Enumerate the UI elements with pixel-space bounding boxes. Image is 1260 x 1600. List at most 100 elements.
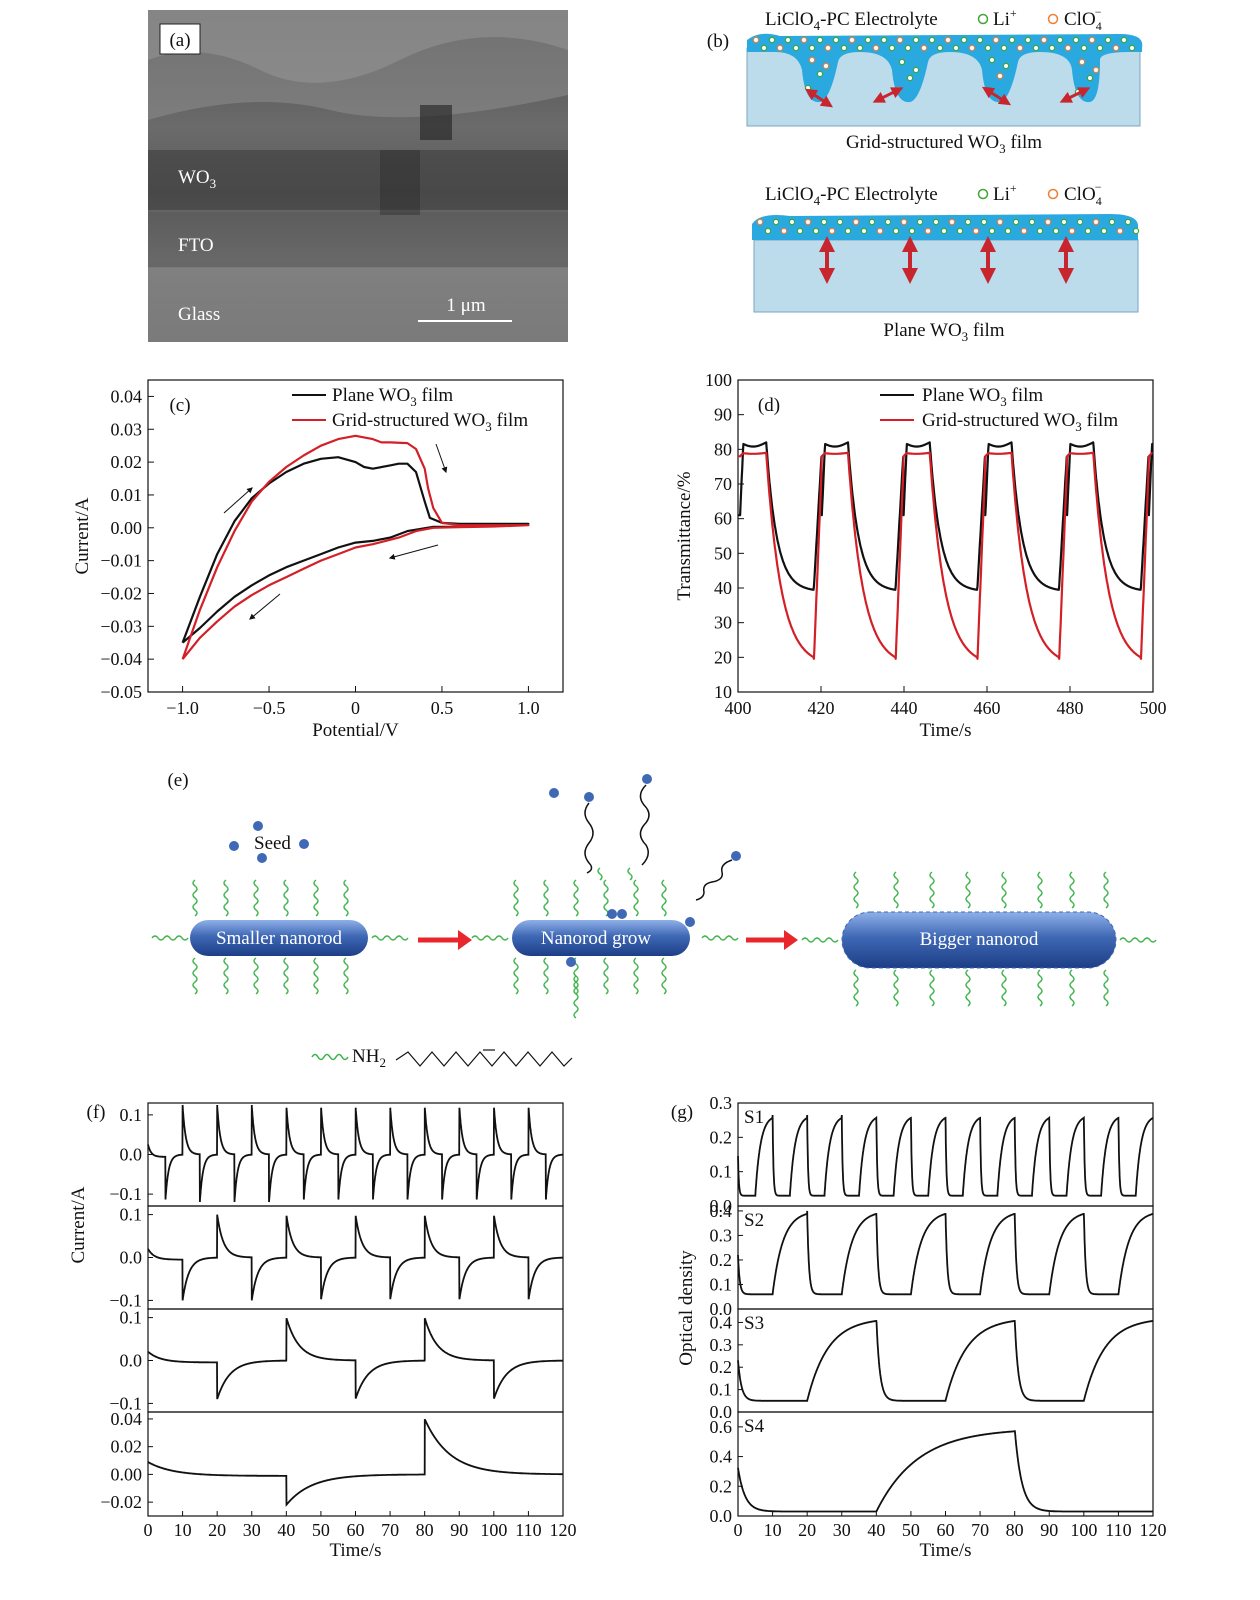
current-trace — [147, 1418, 563, 1507]
ion — [1032, 44, 1040, 52]
x-tick-label: 20 — [798, 1520, 816, 1540]
y-tick-label: 0.02 — [111, 1437, 143, 1457]
ion — [1086, 74, 1094, 82]
y-tick-label: 0.2 — [710, 1127, 733, 1147]
ion — [852, 218, 860, 226]
x-tick-label: 100 — [480, 1520, 507, 1540]
plot-frame — [737, 379, 1154, 693]
ion — [912, 36, 920, 44]
ion — [788, 218, 796, 226]
ligand-chain — [801, 937, 839, 943]
ion — [916, 218, 924, 226]
ligand-chain — [283, 879, 289, 917]
ion — [840, 44, 848, 52]
ion — [928, 36, 936, 44]
legend-label: Plane WO3 film — [332, 385, 453, 409]
ion — [1092, 66, 1100, 74]
sample-label: S2 — [744, 1210, 764, 1231]
ion — [1100, 227, 1108, 235]
ion — [776, 44, 784, 52]
x-axis-label: Time/s — [919, 720, 971, 741]
ion — [868, 218, 876, 226]
seed-dot — [299, 839, 309, 849]
ion — [1124, 218, 1132, 226]
x-tick-label: 30 — [833, 1520, 851, 1540]
optical-density-trace — [737, 1320, 1154, 1402]
ion — [968, 44, 976, 52]
x-tick-label: 440 — [891, 698, 918, 718]
ion — [1080, 44, 1088, 52]
ion — [864, 36, 872, 44]
x-tick-label: 110 — [515, 1520, 541, 1540]
ion — [1040, 36, 1048, 44]
ligand-chain — [283, 957, 289, 995]
ion — [828, 227, 836, 235]
y-tick-label: 0.04 — [111, 386, 143, 406]
glass-layer-label: Glass — [178, 304, 220, 325]
ligand-chain — [627, 867, 633, 881]
seed-dot — [257, 853, 267, 863]
y-tick-label: 0.0 — [710, 1402, 733, 1422]
ligand-chain — [543, 957, 549, 995]
ion — [760, 44, 768, 52]
ion — [784, 36, 792, 44]
x-tick-label: 50 — [312, 1520, 330, 1540]
x-tick-label: 100 — [1070, 1520, 1097, 1540]
ion — [804, 218, 812, 226]
x-tick-label: 400 — [725, 698, 752, 718]
y-tick-label: 0.3 — [710, 1335, 733, 1355]
ligand-chain — [603, 879, 609, 917]
ion — [972, 227, 980, 235]
ion — [796, 227, 804, 235]
y-tick-label: −0.1 — [109, 1393, 142, 1413]
grid-film-caption: Grid-structured WO3 film — [846, 132, 1042, 156]
seed-label: Seed — [254, 833, 291, 854]
ion — [964, 218, 972, 226]
ligand-chain — [343, 957, 349, 995]
subplot-frame — [737, 1308, 1154, 1413]
series-line — [181, 456, 530, 644]
y-tick-label: 0.1 — [710, 1274, 733, 1294]
y-axis-label: Current/A — [72, 497, 93, 574]
x-axis-label: Time/s — [329, 1540, 381, 1561]
x-tick-label: 1.0 — [517, 698, 540, 718]
ion — [996, 218, 1004, 226]
ion — [1028, 218, 1036, 226]
ligand-chain — [253, 879, 259, 917]
ion — [820, 218, 828, 226]
plane-electrolyte — [752, 214, 1139, 240]
ligand-chain — [1001, 871, 1007, 909]
ligand-chain — [1103, 969, 1109, 1007]
ligand-chain — [343, 879, 349, 917]
x-tick-label: 460 — [974, 698, 1001, 718]
y-tick-label: 20 — [714, 647, 732, 667]
y-tick-label: 0.00 — [111, 518, 143, 538]
series-line — [181, 434, 530, 660]
ligand-chain — [1037, 871, 1043, 909]
x-tick-label: 50 — [902, 1520, 920, 1540]
ion — [822, 62, 830, 70]
ion — [976, 36, 984, 44]
ligand-chain — [313, 879, 319, 917]
y-tick-label: 0.01 — [111, 485, 143, 505]
current-trace — [147, 1214, 563, 1301]
x-tick-label: 10 — [764, 1520, 782, 1540]
y-tick-label: 0.2 — [710, 1357, 733, 1377]
ligand-chain — [633, 879, 639, 917]
scan-direction-arrow — [249, 593, 281, 620]
ion — [1108, 218, 1116, 226]
ion — [816, 70, 824, 78]
ion — [1128, 44, 1136, 52]
ion — [1068, 227, 1076, 235]
ion — [888, 44, 896, 52]
y-tick-label: −0.1 — [109, 1184, 142, 1204]
x-tick-label: 90 — [1040, 1520, 1058, 1540]
ion — [780, 227, 788, 235]
wo3-layer-label: WO3 — [178, 167, 216, 191]
amine-label: NH2 — [352, 1046, 386, 1070]
ion — [904, 44, 912, 52]
ion — [792, 44, 800, 52]
x-tick-label: 0 — [734, 1520, 743, 1540]
ion — [812, 227, 820, 235]
fto-layer-label: FTO — [178, 235, 214, 256]
